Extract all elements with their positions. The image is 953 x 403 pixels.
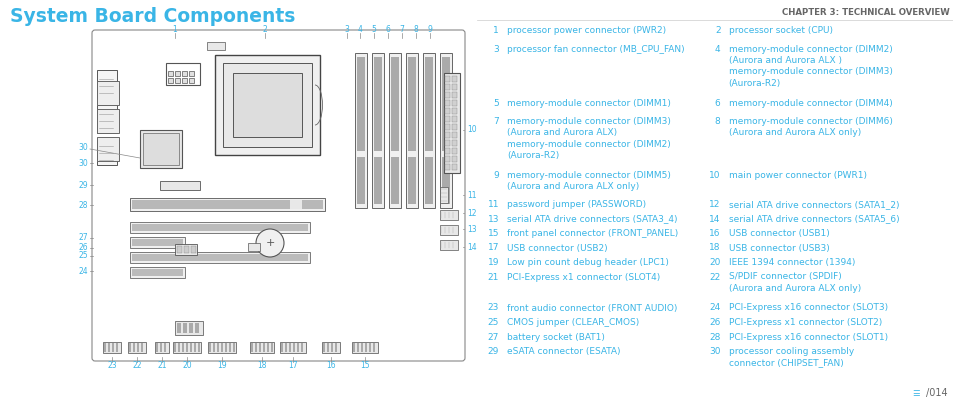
Bar xyxy=(189,323,193,333)
Bar xyxy=(452,108,456,114)
Bar xyxy=(444,92,450,98)
Bar xyxy=(160,343,162,352)
Bar xyxy=(174,77,180,83)
Bar xyxy=(352,342,377,353)
Bar xyxy=(422,53,435,208)
Text: 17: 17 xyxy=(487,243,498,253)
Bar xyxy=(360,343,363,352)
Bar xyxy=(322,342,339,353)
Bar xyxy=(335,343,337,352)
Text: +: + xyxy=(265,238,274,248)
Text: 25: 25 xyxy=(487,318,498,327)
Text: 6: 6 xyxy=(714,98,720,108)
Bar xyxy=(130,198,325,211)
Text: 12: 12 xyxy=(708,200,720,209)
Bar xyxy=(452,100,456,106)
Text: 28: 28 xyxy=(78,201,88,210)
Text: 22: 22 xyxy=(708,272,720,282)
Bar xyxy=(444,116,450,122)
Bar xyxy=(452,124,456,130)
Bar xyxy=(233,73,302,137)
Bar xyxy=(424,151,433,157)
Bar xyxy=(172,342,201,353)
Bar xyxy=(258,343,261,352)
FancyBboxPatch shape xyxy=(91,30,464,361)
Text: 1: 1 xyxy=(172,25,177,35)
Text: serial ATA drive connectors (SATA3_4): serial ATA drive connectors (SATA3_4) xyxy=(507,214,677,224)
Bar xyxy=(444,164,450,170)
Bar xyxy=(184,246,189,253)
Bar xyxy=(173,343,176,352)
Bar xyxy=(356,343,359,352)
Bar xyxy=(441,57,450,204)
Bar xyxy=(452,164,456,170)
Bar xyxy=(267,343,269,352)
Bar xyxy=(444,156,450,162)
Text: 6: 6 xyxy=(385,25,390,35)
Text: 30: 30 xyxy=(78,143,88,152)
Text: 3: 3 xyxy=(493,44,498,54)
Bar xyxy=(406,53,417,208)
Bar xyxy=(444,76,450,82)
Bar xyxy=(97,109,119,133)
Bar xyxy=(355,53,367,208)
Bar xyxy=(97,140,117,165)
Text: 8: 8 xyxy=(714,117,720,126)
Bar xyxy=(293,343,295,352)
Bar xyxy=(439,225,457,235)
Bar xyxy=(389,53,400,208)
Bar xyxy=(229,343,232,352)
Bar xyxy=(168,71,173,76)
Bar xyxy=(156,343,158,352)
Text: eSATA connector (ESATA): eSATA connector (ESATA) xyxy=(507,347,620,356)
Text: 12: 12 xyxy=(467,208,476,218)
Bar xyxy=(97,105,117,133)
Bar xyxy=(365,343,367,352)
Bar xyxy=(160,181,200,190)
Text: front audio connector (FRONT AUDIO): front audio connector (FRONT AUDIO) xyxy=(507,303,677,312)
Bar xyxy=(174,321,203,335)
Bar xyxy=(209,343,212,352)
Bar xyxy=(194,323,199,333)
Bar xyxy=(189,77,194,83)
Bar xyxy=(233,343,235,352)
Text: 3: 3 xyxy=(344,25,349,35)
Text: /014: /014 xyxy=(925,388,947,398)
Bar xyxy=(424,57,433,204)
Text: 13: 13 xyxy=(467,224,476,233)
Bar xyxy=(104,343,107,352)
Text: 2: 2 xyxy=(262,25,267,35)
Bar xyxy=(439,210,457,220)
Bar xyxy=(132,343,135,352)
Bar xyxy=(223,63,312,147)
Text: main power connector (PWR1): main power connector (PWR1) xyxy=(728,171,865,180)
Bar xyxy=(183,323,187,333)
Text: serial ATA drive connectors (SATA5_6): serial ATA drive connectors (SATA5_6) xyxy=(728,214,899,224)
Text: PCI-Express x1 connector (SLOT2): PCI-Express x1 connector (SLOT2) xyxy=(728,318,881,327)
Text: 29: 29 xyxy=(487,347,498,356)
Bar xyxy=(164,343,167,352)
Bar xyxy=(444,148,450,154)
Bar xyxy=(296,343,299,352)
Text: password jumper (PASSWORD): password jumper (PASSWORD) xyxy=(507,200,645,209)
Bar xyxy=(129,343,132,352)
Text: USB connector (USB2): USB connector (USB2) xyxy=(507,243,607,253)
Bar xyxy=(452,92,456,98)
Text: 4: 4 xyxy=(714,44,720,54)
Bar xyxy=(97,70,117,98)
Bar xyxy=(444,108,450,114)
Text: 28: 28 xyxy=(708,332,720,341)
Bar xyxy=(327,343,329,352)
Text: 23: 23 xyxy=(487,303,498,312)
Text: battery socket (BAT1): battery socket (BAT1) xyxy=(507,332,604,341)
Bar xyxy=(444,132,450,138)
Text: memory-module connector (DIMM2)
(Aurora and Aurora ALX )
memory-module connector: memory-module connector (DIMM2) (Aurora … xyxy=(728,44,891,88)
Text: 8: 8 xyxy=(414,25,418,35)
Bar xyxy=(444,140,450,146)
Bar xyxy=(408,57,416,204)
Text: 22: 22 xyxy=(132,361,142,370)
Bar xyxy=(130,237,185,248)
Text: IEEE 1394 connector (1394): IEEE 1394 connector (1394) xyxy=(728,258,854,267)
Bar xyxy=(186,343,189,352)
Text: 14: 14 xyxy=(467,243,476,251)
